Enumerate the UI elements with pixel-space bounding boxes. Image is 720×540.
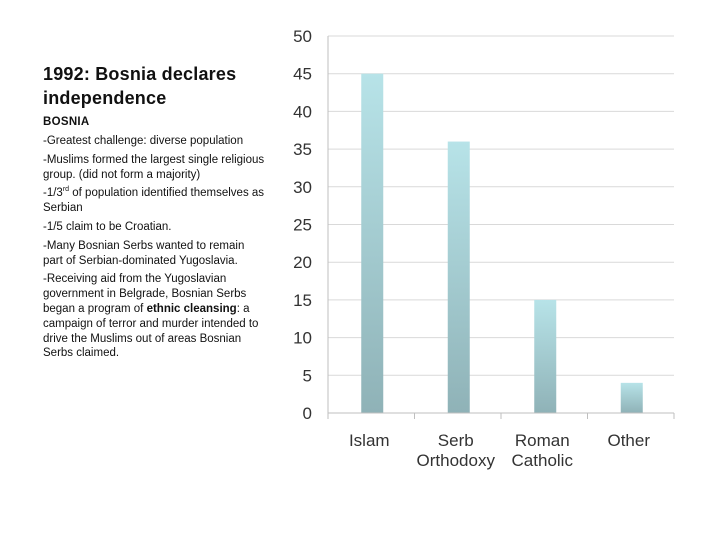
bars	[361, 73, 643, 413]
bullet-challenge: -Greatest challenge: diverse population	[43, 135, 244, 147]
slide-title: 1992: Bosnia declares independence	[43, 62, 265, 110]
x-category-label: Other	[607, 431, 650, 450]
y-tick-label: 10	[293, 329, 312, 348]
bar	[361, 73, 384, 413]
y-tick-label: 25	[293, 216, 312, 235]
bullet-muslims: -Muslims formed the largest single relig…	[43, 153, 265, 181]
y-tick-label: 35	[293, 140, 312, 159]
slide-title-line1: 1992: Bosnia declares	[43, 64, 237, 84]
bullet-ethnic-cleansing: -Receiving aid from the Yugoslavian gove…	[43, 272, 265, 361]
bar	[620, 382, 643, 413]
y-tick-label: 40	[293, 102, 312, 121]
bullet-serbian-sup: rd	[62, 186, 70, 194]
ethnic-cleansing-term: ethnic cleansing	[146, 302, 237, 315]
x-category-label: Catholic	[512, 451, 574, 470]
bullet-ethnic-pre: -Receiving aid from the Yugoslavian gove…	[43, 273, 247, 315]
y-tick-label: 20	[293, 253, 312, 272]
x-category-label: Serb	[438, 431, 474, 450]
section-heading: BOSNIA	[43, 116, 90, 128]
x-category-label: Islam	[349, 431, 390, 450]
slide-text: 1992: Bosnia declares independence BOSNI…	[43, 62, 265, 365]
bullet-bosnian-serbs: -Many Bosnian Serbs wanted to remain par…	[43, 239, 245, 267]
bullet-serbian-pre: -1/3	[43, 187, 63, 200]
axes	[327, 36, 675, 419]
bar	[447, 141, 470, 413]
gridlines	[328, 35, 674, 376]
x-category-label: Roman	[515, 431, 570, 450]
y-tick-label: 50	[293, 27, 312, 46]
y-tick-label: 30	[293, 178, 312, 197]
bullet-croatian: -1/5 claim to be Croatian.	[43, 220, 172, 233]
y-tick-labels: 0 5 10 15 20 25 30 35 40 45 50	[293, 27, 312, 423]
y-tick-label: 45	[293, 65, 312, 84]
bullet-serbian: -1/3rd of population identified themselv…	[43, 186, 265, 216]
y-tick-label: 0	[303, 404, 312, 423]
bullet-serbian-post: of population identified themselves as S…	[43, 187, 265, 215]
y-tick-label: 15	[293, 291, 312, 310]
bullet-ethnic-post: : a campaign of terror and murder intend…	[43, 302, 259, 360]
bar	[534, 299, 557, 413]
x-category-label: Orthodoxy	[417, 451, 496, 470]
y-tick-label: 5	[303, 366, 312, 385]
slide-title-line2: independence	[43, 88, 167, 108]
